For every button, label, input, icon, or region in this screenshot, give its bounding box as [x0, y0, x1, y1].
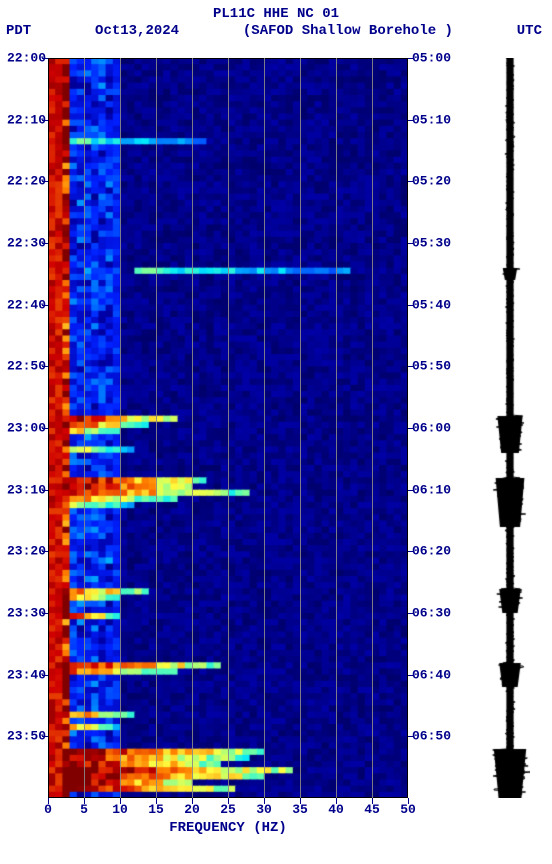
- y-tick-mark: [408, 58, 414, 59]
- x-tick-label: 0: [44, 802, 52, 817]
- right-time-label: 05:10: [412, 112, 451, 127]
- title-block: PL11C HHE NC 01 PDT Oct13,2024 (SAFOD Sh…: [0, 6, 552, 40]
- gridline-v: [192, 58, 193, 798]
- right-time-label: 05:20: [412, 174, 451, 189]
- gridline-v: [336, 58, 337, 798]
- left-time-label: 23:30: [7, 606, 46, 621]
- x-axis-label: FREQUENCY (HZ): [169, 820, 287, 836]
- x-tick-label: 15: [148, 802, 164, 817]
- left-time-label: 22:20: [7, 174, 46, 189]
- right-time-label: 06:00: [412, 421, 451, 436]
- y-tick-mark: [408, 490, 414, 491]
- x-tick-label: 35: [292, 802, 308, 817]
- right-time-label: 05:50: [412, 359, 451, 374]
- left-time-label: 22:30: [7, 236, 46, 251]
- y-tick-mark: [408, 551, 414, 552]
- right-time-label: 05:30: [412, 236, 451, 251]
- left-time-label: 22:10: [7, 112, 46, 127]
- x-tick-label: 50: [400, 802, 416, 817]
- y-tick-mark: [42, 181, 48, 182]
- left-time-label: 22:40: [7, 297, 46, 312]
- x-tick-label: 30: [256, 802, 272, 817]
- left-time-label: 23:00: [7, 421, 46, 436]
- y-tick-mark: [42, 551, 48, 552]
- y-tick-mark: [42, 366, 48, 367]
- seismogram-canvas: [490, 58, 530, 798]
- gridline-v: [372, 58, 373, 798]
- station-desc: (SAFOD Shallow Borehole ): [243, 23, 453, 40]
- x-tick-label: 45: [364, 802, 380, 817]
- left-time-label: 23:20: [7, 544, 46, 559]
- left-time-label: 23:10: [7, 482, 46, 497]
- spectrogram-plot: FREQUENCY (HZ) 0510152025303540455022:00…: [48, 58, 408, 798]
- y-tick-mark: [408, 366, 414, 367]
- left-time-label: 22:50: [7, 359, 46, 374]
- left-time-label: 23:50: [7, 729, 46, 744]
- y-tick-mark: [408, 305, 414, 306]
- left-time-label: 22:00: [7, 51, 46, 66]
- right-time-label: 06:10: [412, 482, 451, 497]
- x-tick-label: 10: [112, 802, 128, 817]
- title-line2: PDT Oct13,2024 (SAFOD Shallow Borehole )…: [0, 23, 552, 40]
- y-tick-mark: [42, 120, 48, 121]
- gridline-v: [84, 58, 85, 798]
- date-label: Oct13,2024: [95, 23, 179, 40]
- y-tick-mark: [408, 243, 414, 244]
- gridline-v: [300, 58, 301, 798]
- seismogram-strip: [490, 58, 530, 798]
- y-tick-mark: [42, 243, 48, 244]
- tz-left-label: PDT: [6, 23, 31, 40]
- seismic-spectrogram-page: PL11C HHE NC 01 PDT Oct13,2024 (SAFOD Sh…: [0, 0, 552, 864]
- station-id: PL11C HHE NC 01: [0, 6, 552, 23]
- y-tick-mark: [42, 490, 48, 491]
- x-tick-label: 20: [184, 802, 200, 817]
- right-time-label: 06:20: [412, 544, 451, 559]
- y-tick-mark: [408, 181, 414, 182]
- right-time-label: 06:50: [412, 729, 451, 744]
- gridline-v: [228, 58, 229, 798]
- x-tick-label: 25: [220, 802, 236, 817]
- gridline-v: [156, 58, 157, 798]
- y-tick-mark: [408, 428, 414, 429]
- y-tick-mark: [408, 120, 414, 121]
- y-tick-mark: [42, 428, 48, 429]
- x-tick-label: 5: [80, 802, 88, 817]
- y-tick-mark: [42, 58, 48, 59]
- gridline-v: [264, 58, 265, 798]
- y-tick-mark: [42, 305, 48, 306]
- y-tick-mark: [408, 675, 414, 676]
- right-time-label: 05:40: [412, 297, 451, 312]
- tz-right-label: UTC: [517, 23, 542, 40]
- x-tick-label: 40: [328, 802, 344, 817]
- right-time-label: 06:40: [412, 667, 451, 682]
- left-time-label: 23:40: [7, 667, 46, 682]
- gridline-v: [120, 58, 121, 798]
- y-tick-mark: [42, 613, 48, 614]
- y-tick-mark: [408, 613, 414, 614]
- y-tick-mark: [408, 736, 414, 737]
- right-time-label: 05:00: [412, 51, 451, 66]
- y-tick-mark: [42, 675, 48, 676]
- right-time-label: 06:30: [412, 606, 451, 621]
- y-tick-mark: [42, 736, 48, 737]
